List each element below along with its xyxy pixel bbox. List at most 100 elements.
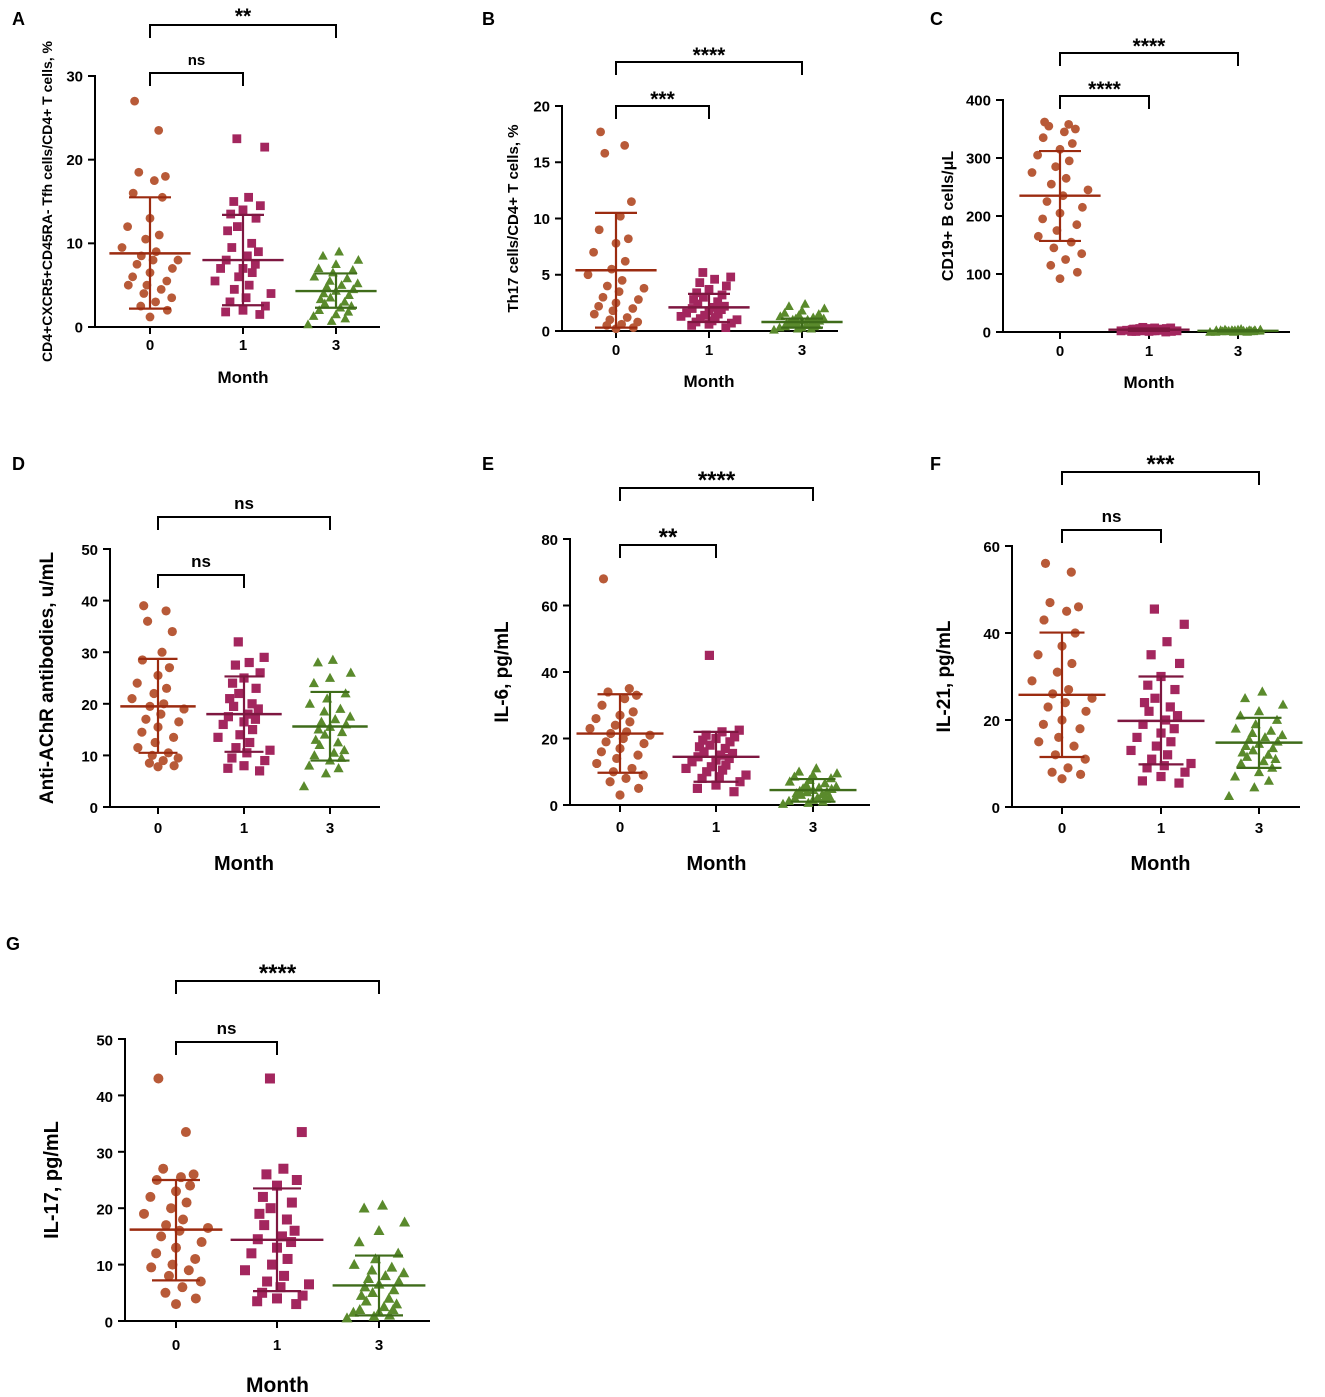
data-point xyxy=(785,319,796,328)
data-point xyxy=(260,142,270,152)
significance-label: **** xyxy=(698,467,736,494)
data-point xyxy=(1159,761,1169,771)
data-point xyxy=(326,316,337,325)
data-point xyxy=(183,1265,194,1276)
data-point xyxy=(1161,327,1171,337)
data-point xyxy=(730,732,740,742)
significance-bracket xyxy=(157,516,331,530)
data-point xyxy=(1081,706,1091,716)
data-point xyxy=(343,306,354,316)
data-point xyxy=(171,1299,181,1310)
data-point xyxy=(717,290,727,300)
data-point xyxy=(718,765,728,775)
data-point xyxy=(621,773,631,784)
y-tick-label: 400 xyxy=(966,92,991,109)
data-point xyxy=(218,719,228,730)
panel-f: F 0 20 40 60 IL-21, pg/mL 0 1 3 Month ns *** xyxy=(930,451,1303,875)
data-point xyxy=(735,777,745,787)
data-point xyxy=(793,766,805,776)
data-point xyxy=(704,650,714,660)
y-axis-title: Anti-AChR antibodies, u/mL xyxy=(37,551,58,804)
y-axis-title: IL-6, pg/mL xyxy=(492,621,513,723)
data-point xyxy=(377,1199,389,1210)
data-point xyxy=(344,290,354,299)
data-point xyxy=(144,758,155,768)
data-point xyxy=(716,305,726,315)
data-point xyxy=(245,737,255,748)
data-point xyxy=(334,246,344,256)
data-point xyxy=(1167,327,1176,336)
data-point xyxy=(813,309,824,318)
data-point xyxy=(195,1276,206,1287)
data-point xyxy=(266,289,276,298)
data-point xyxy=(399,1216,411,1227)
data-point xyxy=(1180,767,1190,777)
data-point xyxy=(314,739,325,749)
data-point xyxy=(1062,606,1072,616)
x-tick-label: 0 xyxy=(1056,343,1064,360)
y-tick-label: 30 xyxy=(96,1145,113,1162)
data-point xyxy=(1179,619,1189,629)
data-point xyxy=(161,606,171,616)
significance-bracket xyxy=(619,544,717,558)
data-point xyxy=(177,1282,188,1293)
data-point xyxy=(1259,732,1271,742)
data-point xyxy=(699,747,709,757)
significance-label: ns xyxy=(191,552,211,571)
x-axis-title: Month xyxy=(1124,373,1175,392)
data-point xyxy=(239,761,249,771)
significance-bracket xyxy=(175,1041,278,1055)
data-point xyxy=(251,213,261,223)
data-point xyxy=(341,1312,353,1323)
data-point xyxy=(324,672,336,682)
data-point xyxy=(358,1202,370,1213)
data-point xyxy=(203,1222,213,1233)
data-point xyxy=(185,1180,196,1191)
data-point xyxy=(254,247,263,257)
data-point xyxy=(601,737,611,747)
data-point xyxy=(1146,650,1156,660)
data-point xyxy=(1051,162,1061,172)
data-point xyxy=(146,1262,157,1273)
data-point xyxy=(145,1191,156,1202)
data-point xyxy=(133,743,143,753)
y-axis-title: CD4+CXCR5+CD45RA- Tfh cells/CD4+ T cells… xyxy=(39,40,55,361)
data-point xyxy=(725,737,735,747)
data-point xyxy=(167,293,177,303)
data-point xyxy=(156,284,166,294)
data-point xyxy=(378,1301,390,1312)
data-point xyxy=(1239,692,1251,703)
data-point xyxy=(634,295,643,304)
x-tick-label: 1 xyxy=(712,819,720,836)
data-point xyxy=(589,247,598,257)
data-point xyxy=(1143,680,1153,690)
significance-label: ns xyxy=(217,1019,237,1038)
data-point xyxy=(313,263,324,273)
data-point xyxy=(598,292,608,302)
data-point xyxy=(724,753,734,764)
data-point xyxy=(161,1220,172,1231)
data-point xyxy=(1038,133,1048,143)
data-point xyxy=(229,284,239,294)
data-point xyxy=(139,1208,149,1219)
data-point xyxy=(333,763,344,773)
data-point xyxy=(337,726,348,737)
data-point xyxy=(1241,751,1253,761)
data-point xyxy=(1237,747,1248,757)
data-point xyxy=(235,730,245,740)
data-point xyxy=(227,753,237,763)
data-point xyxy=(255,668,265,678)
data-point xyxy=(127,694,137,704)
data-point xyxy=(335,703,346,713)
data-point xyxy=(1067,658,1077,669)
data-point xyxy=(711,780,721,790)
y-tick-label: 0 xyxy=(550,798,558,815)
data-point xyxy=(1064,119,1074,129)
data-point xyxy=(128,188,138,198)
data-point xyxy=(282,1253,293,1264)
significance-label: ** xyxy=(235,5,252,28)
data-point xyxy=(308,677,319,688)
data-point xyxy=(139,289,149,298)
data-point xyxy=(627,763,637,774)
